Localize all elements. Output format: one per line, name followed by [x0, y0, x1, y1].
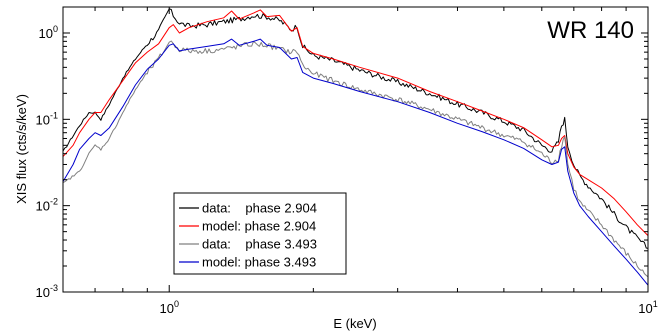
tick-labels-layer: 100 101 10-3 10-2 10-1 100: [36, 24, 658, 316]
plot-frame: [62, 6, 649, 293]
ticks-layer: [62, 6, 649, 293]
chart-title: WR 140: [547, 17, 634, 44]
legend-label: model: phase 3.493: [202, 255, 316, 270]
y-tick-label: 10-1: [36, 110, 58, 127]
y-tick-label: 10-2: [36, 197, 58, 214]
legend-label: data: phase 2.904: [202, 201, 317, 216]
series-line-2: [63, 9, 648, 236]
series-line-1: [63, 8, 648, 249]
y-tick-label: 10-3: [36, 283, 58, 300]
y-tick-label: 100: [39, 24, 58, 41]
x-tick-label: 101: [638, 299, 657, 316]
series-layer: [63, 8, 648, 286]
x-tick-label: 100: [159, 299, 178, 316]
x-axis-title: E (keV): [333, 316, 376, 331]
legend-label: data: phase 3.493: [202, 237, 317, 252]
y-axis-title: XIS flux (cts/s/keV): [14, 94, 29, 204]
series-line-4: [63, 38, 648, 286]
series-line-3: [63, 40, 648, 278]
legend-label: model: phase 2.904: [202, 219, 316, 234]
legend-box: [173, 192, 347, 275]
legend: data: phase 2.904 model: phase 2.904 data:…: [173, 192, 347, 275]
